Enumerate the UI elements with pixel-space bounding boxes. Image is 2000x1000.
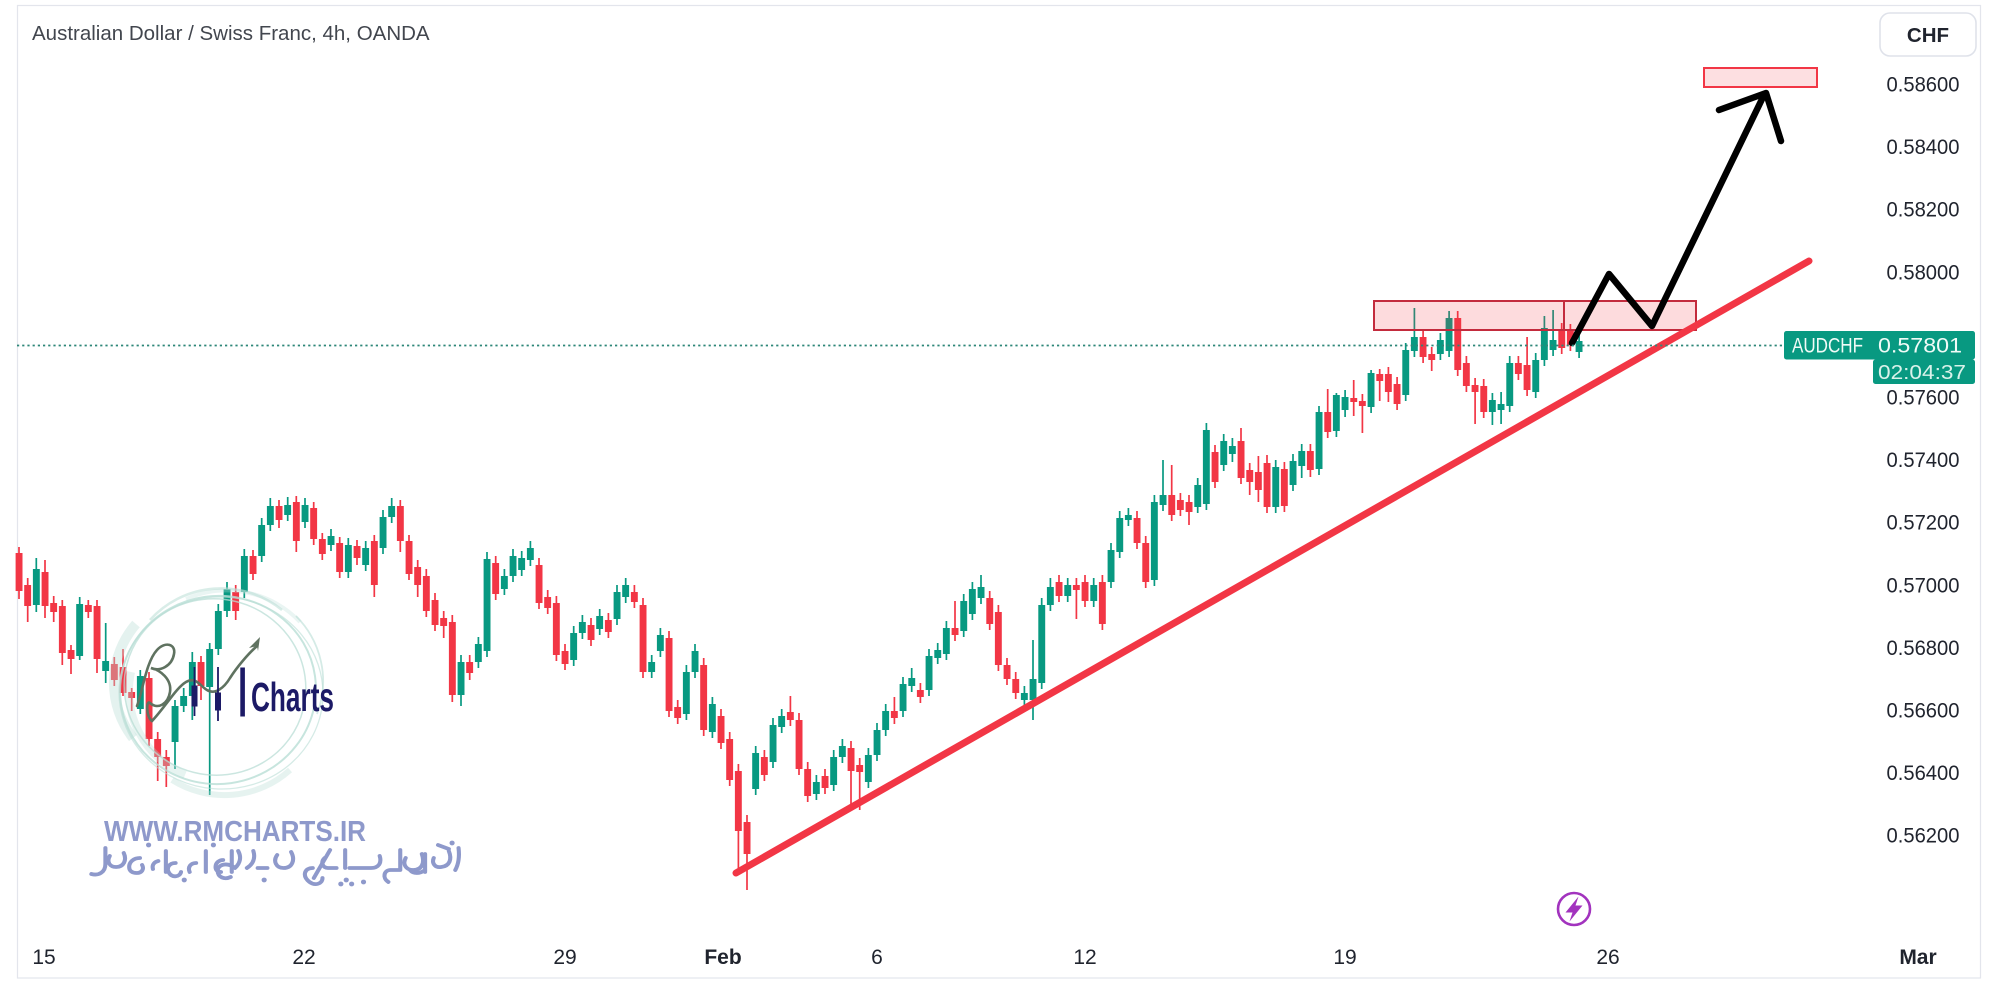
svg-text:19: 19 bbox=[1333, 946, 1356, 969]
svg-text:0.56800: 0.56800 bbox=[1887, 637, 1960, 660]
svg-text:0.57600: 0.57600 bbox=[1887, 387, 1960, 410]
svg-text:29: 29 bbox=[553, 946, 576, 969]
svg-text:Feb: Feb bbox=[704, 946, 741, 969]
svg-text:Charts: Charts bbox=[251, 674, 334, 720]
svg-text:0.58400: 0.58400 bbox=[1887, 136, 1960, 159]
svg-text:0.58600: 0.58600 bbox=[1887, 74, 1960, 97]
svg-text:CHF: CHF bbox=[1907, 24, 1949, 47]
svg-text:0.57000: 0.57000 bbox=[1887, 574, 1960, 597]
svg-text:AUDCHF: AUDCHF bbox=[1792, 334, 1863, 358]
svg-text:0.56400: 0.56400 bbox=[1887, 762, 1960, 785]
svg-text:0.56200: 0.56200 bbox=[1887, 825, 1960, 848]
svg-text:26: 26 bbox=[1596, 946, 1619, 969]
svg-text:Australian Dollar / Swiss Fran: Australian Dollar / Swiss Franc, 4h, OAN… bbox=[32, 22, 430, 45]
svg-text:12: 12 bbox=[1073, 946, 1096, 969]
svg-text:0.58000: 0.58000 bbox=[1887, 261, 1960, 284]
svg-text:0.57801: 0.57801 bbox=[1878, 334, 1962, 358]
svg-text:15: 15 bbox=[32, 946, 55, 969]
svg-text:WWW.RMCHARTS.IR: WWW.RMCHARTS.IR bbox=[104, 816, 366, 848]
svg-text:0.58200: 0.58200 bbox=[1887, 199, 1960, 222]
svg-text:0.57400: 0.57400 bbox=[1887, 449, 1960, 472]
svg-text:22: 22 bbox=[292, 946, 315, 969]
svg-text:6: 6 bbox=[871, 946, 883, 969]
svg-text:02:04:37: 02:04:37 bbox=[1878, 361, 1966, 384]
svg-text:0.56600: 0.56600 bbox=[1887, 700, 1960, 723]
svg-text:Mar: Mar bbox=[1899, 946, 1936, 969]
svg-text:0.57200: 0.57200 bbox=[1887, 512, 1960, 535]
